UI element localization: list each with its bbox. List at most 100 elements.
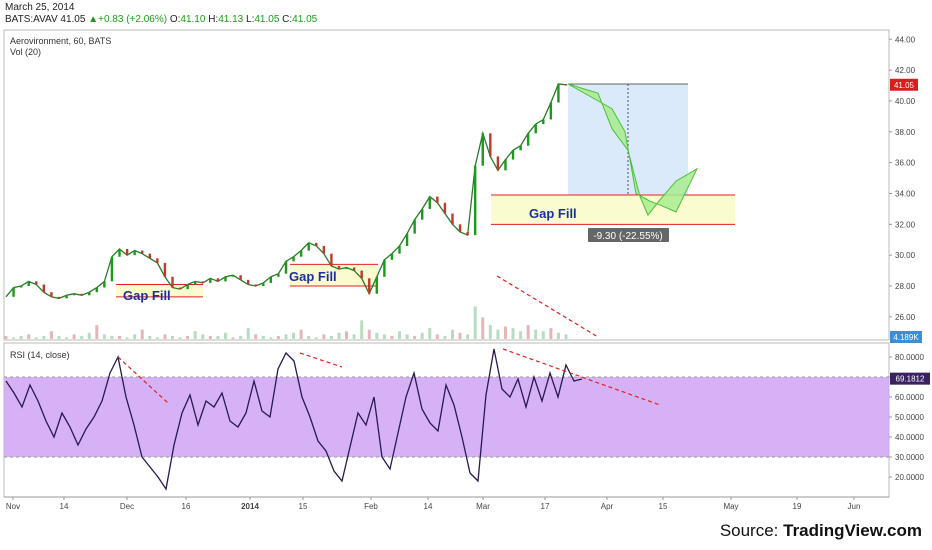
price-candle bbox=[27, 281, 30, 287]
volume-bar bbox=[133, 334, 137, 339]
volume-bar bbox=[72, 334, 76, 339]
source-label: Source: TradingView.com bbox=[720, 521, 922, 541]
close-label: C: bbox=[282, 14, 293, 25]
price-candle bbox=[35, 281, 38, 285]
change-value: +0.83 (+2.06%) bbox=[98, 14, 168, 25]
price-candle bbox=[292, 256, 295, 262]
price-candle bbox=[12, 287, 15, 297]
price-candle bbox=[246, 279, 250, 285]
volume-bar bbox=[102, 334, 106, 339]
volume-bar bbox=[511, 328, 515, 339]
volume-bar bbox=[95, 325, 99, 339]
price-candle bbox=[88, 292, 91, 296]
time-tick-label: 19 bbox=[793, 502, 802, 511]
price-candle bbox=[368, 278, 371, 294]
volume-bar bbox=[148, 335, 152, 339]
volume-bar bbox=[375, 332, 379, 339]
price-tick-label: 44.00 bbox=[895, 35, 916, 44]
price-candle bbox=[549, 102, 553, 120]
price-candle bbox=[322, 245, 326, 254]
rsi-tick-label: 60.0000 bbox=[895, 393, 924, 402]
volume-bar bbox=[345, 331, 349, 339]
projection-path bbox=[567, 83, 699, 217]
rsi-panel[interactable]: 80.000070.000060.000050.000040.000030.00… bbox=[3, 342, 930, 498]
time-tick-label: Jun bbox=[848, 502, 861, 511]
price-tick-label: 32.00 bbox=[895, 220, 916, 229]
volume-bar bbox=[110, 335, 114, 339]
volume-bar bbox=[208, 335, 212, 339]
price-candle bbox=[375, 276, 379, 294]
price-tick-label: 34.00 bbox=[895, 189, 916, 198]
rsi-trend-line bbox=[117, 356, 169, 404]
volume-bar bbox=[269, 337, 273, 339]
volume-bar bbox=[329, 335, 333, 339]
volume-bar bbox=[19, 335, 23, 339]
price-candle bbox=[19, 286, 23, 288]
volume-bar bbox=[170, 335, 174, 339]
price-tag-bg bbox=[890, 78, 918, 91]
price-tag: 41.05 bbox=[894, 81, 915, 90]
rsi-tick-label: 80.0000 bbox=[895, 353, 924, 362]
price-candle bbox=[383, 259, 386, 277]
volume-bar bbox=[57, 335, 61, 339]
volume-bar bbox=[337, 332, 341, 339]
volume-bar bbox=[307, 335, 311, 339]
gap-fill-box bbox=[491, 195, 735, 225]
time-tick-label: May bbox=[723, 502, 738, 511]
volume-bar bbox=[12, 337, 16, 339]
volume-bar bbox=[367, 329, 371, 339]
price-candle bbox=[262, 282, 265, 287]
volume-bar bbox=[519, 331, 523, 339]
volume-bar bbox=[4, 335, 8, 339]
source-name: TradingView.com bbox=[783, 521, 922, 540]
price-candle bbox=[216, 278, 220, 282]
volume-bar bbox=[118, 335, 122, 339]
price-candle bbox=[526, 133, 530, 146]
price-candle bbox=[489, 133, 492, 157]
volume-bar bbox=[276, 335, 280, 339]
price-tick-label: 28.00 bbox=[895, 282, 916, 291]
time-tick-label: 17 bbox=[541, 502, 550, 511]
price-candle bbox=[337, 265, 341, 270]
volume-bar bbox=[443, 335, 447, 339]
rsi-title: RSI (14, close) bbox=[10, 350, 70, 360]
volume-bar bbox=[496, 329, 500, 339]
price-candle bbox=[133, 250, 136, 256]
price-candle bbox=[534, 124, 537, 134]
volume-tag-bg bbox=[890, 331, 922, 343]
volume-bar bbox=[284, 334, 288, 339]
measure-label-bg bbox=[588, 228, 669, 242]
volume-bar bbox=[125, 337, 129, 339]
price-candle bbox=[315, 242, 318, 246]
volume-bar bbox=[201, 334, 205, 339]
last-price: 41.05 bbox=[60, 14, 86, 25]
time-tick-label: 14 bbox=[424, 502, 433, 511]
price-candle bbox=[231, 275, 235, 277]
price-candle bbox=[178, 287, 182, 290]
volume-bar bbox=[261, 335, 265, 339]
volume-bar bbox=[466, 334, 470, 339]
measure-label: -9.30 (-22.55%) bbox=[593, 231, 662, 242]
volume-bar bbox=[178, 337, 182, 339]
price-candle bbox=[95, 287, 99, 293]
price-candle bbox=[193, 281, 197, 285]
volume-bar bbox=[155, 337, 159, 339]
volume-bar bbox=[65, 337, 69, 339]
price-tick-label: 38.00 bbox=[895, 128, 916, 137]
open-label: O: bbox=[169, 14, 181, 25]
price-panel[interactable]: 44.00 42.00 40.00 38.00 36.00 34.00 32.00 30.00… bbox=[3, 29, 922, 343]
volume-bar bbox=[193, 331, 197, 339]
price-candle bbox=[345, 267, 348, 270]
price-candle bbox=[254, 284, 257, 287]
price-candle bbox=[413, 219, 416, 234]
price-tick-label: 36.00 bbox=[895, 159, 916, 168]
price-candle bbox=[519, 145, 522, 151]
price-candle bbox=[428, 196, 431, 209]
time-axis[interactable]: Nov 14 Dec 16 2014 15 Feb 14 Mar 17 Apr 15 May 19 Jun bbox=[4, 496, 889, 511]
price-candle bbox=[125, 249, 129, 256]
price-candle bbox=[186, 284, 189, 290]
volume-indicator-label: Vol (20) bbox=[10, 47, 41, 57]
volume-bar bbox=[534, 329, 538, 339]
price-candle bbox=[80, 293, 83, 296]
